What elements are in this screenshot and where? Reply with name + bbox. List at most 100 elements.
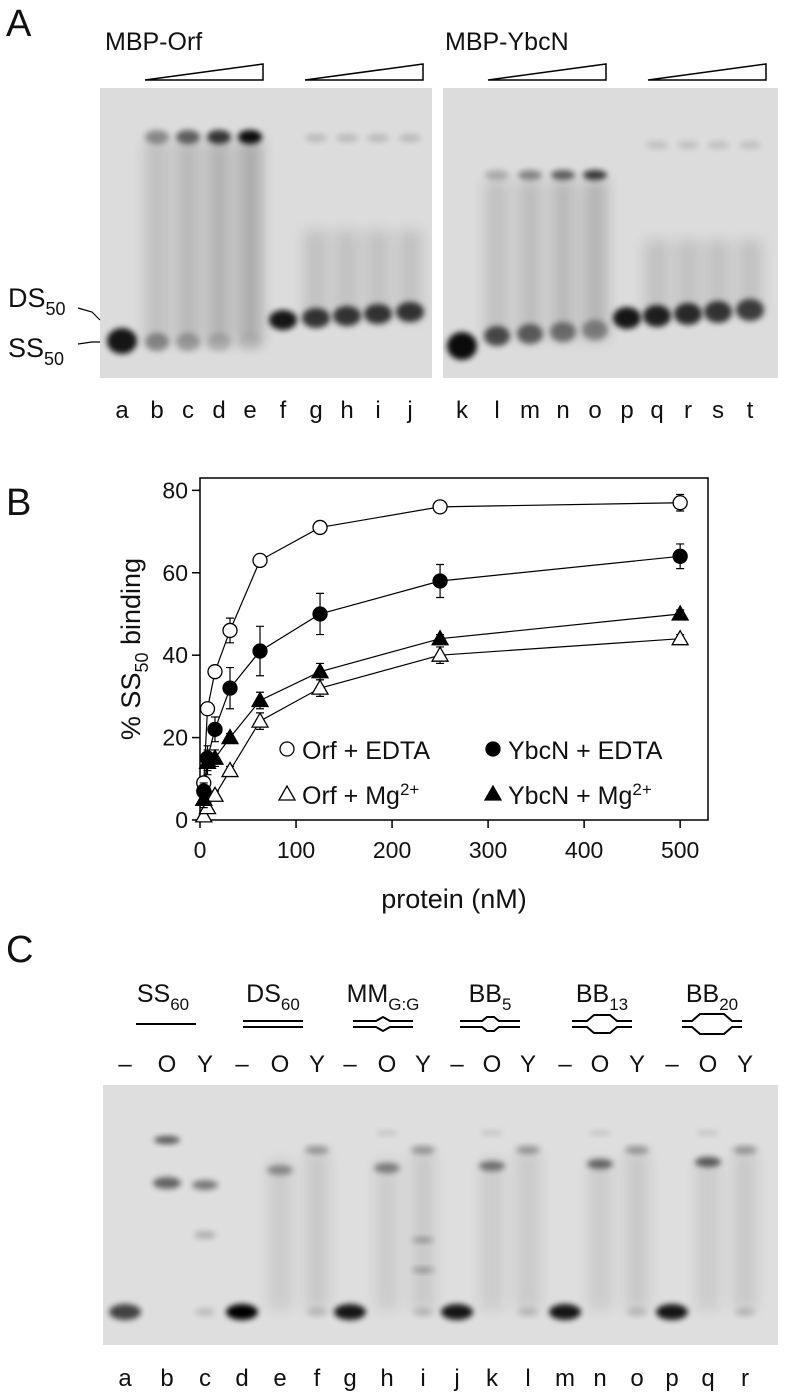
band (334, 1304, 366, 1320)
band (733, 1146, 757, 1154)
legend-name: YbcN + EDTA (508, 737, 663, 765)
wedges (144, 63, 767, 81)
column-header: DS60 (246, 980, 300, 1014)
duplex-symbols (136, 1013, 742, 1035)
band (582, 320, 608, 340)
marker-sub: 50 (44, 349, 64, 369)
legend-name: Orf + EDTA (302, 737, 430, 765)
point (430, 645, 450, 662)
band (107, 328, 137, 354)
panel-label: C (6, 929, 33, 971)
lane-label: r (741, 1365, 749, 1392)
marker-lines (77, 307, 101, 345)
gel (103, 1085, 778, 1345)
smear (207, 140, 231, 345)
band (305, 1146, 329, 1154)
lane-label: e (243, 397, 256, 424)
point (199, 701, 216, 717)
point (252, 643, 268, 659)
smear (335, 230, 359, 320)
smear (583, 180, 607, 340)
legend-marker (485, 741, 501, 757)
legend-label: Orf + Mg2+ (302, 780, 419, 810)
band (695, 1157, 721, 1167)
band (109, 1304, 141, 1320)
column-header-sub: G:G (388, 995, 419, 1014)
band (376, 1130, 398, 1136)
condition-label: O (483, 1051, 502, 1078)
band (479, 1161, 505, 1171)
column-header-sub: 5 (502, 995, 511, 1014)
lane-label: l (525, 1365, 530, 1392)
lane-label: j (406, 397, 412, 424)
band (587, 1159, 613, 1169)
lane-label: d (212, 397, 225, 424)
marker-text: DS (8, 283, 46, 313)
band (481, 1130, 503, 1136)
point (207, 721, 223, 737)
condition-label: Y (309, 1051, 325, 1078)
x-tick-label: 400 (565, 837, 603, 863)
point (194, 806, 213, 823)
point (222, 622, 238, 639)
band (207, 130, 231, 144)
point (312, 606, 328, 622)
band (656, 1304, 688, 1320)
condition-label: Y (197, 1051, 213, 1078)
smear (696, 1160, 720, 1310)
y-tick-label: 20 (162, 725, 188, 751)
lane-label: f (314, 1365, 321, 1392)
band (484, 326, 510, 346)
gel-bands: SS60 DS60 MMG:G BB5 BB13 BB20– O Y – O Y – O Y – O Y – O Y –… (109, 980, 757, 1392)
band (145, 130, 169, 144)
band (238, 130, 262, 144)
band (485, 170, 509, 180)
band (441, 1304, 473, 1320)
lane-label: s (712, 397, 724, 424)
panel-label: A (6, 3, 32, 45)
point (252, 552, 268, 569)
band (336, 134, 358, 142)
marker-text: SS (8, 333, 44, 363)
lane-label: k (456, 397, 469, 424)
smear (145, 140, 169, 345)
condition-label: Y (520, 1051, 536, 1078)
y-tick-label: 60 (162, 560, 188, 586)
band (517, 324, 543, 344)
x-tick-label: 300 (469, 837, 507, 863)
smear (625, 1150, 649, 1310)
smear (366, 230, 390, 320)
smear (518, 180, 542, 340)
lane-label: k (486, 1365, 499, 1392)
band (305, 134, 327, 142)
band (269, 310, 297, 330)
band (176, 130, 200, 144)
band (518, 1308, 538, 1316)
column-header: BB13 (576, 980, 628, 1014)
lane-label: h (380, 1365, 393, 1392)
column-header-sub: 60 (281, 995, 300, 1014)
gel-title: MBP-Orf (105, 28, 202, 56)
lane-label: i (420, 1365, 425, 1392)
lane-label: r (684, 397, 692, 424)
lane-label: q (650, 397, 663, 424)
band (518, 170, 542, 180)
lane-label: h (340, 397, 353, 424)
y-label-text: % SS (116, 673, 146, 741)
point (671, 629, 690, 646)
smear (645, 240, 669, 315)
column-header-text: BB (469, 980, 502, 1008)
condition-label: O (378, 1051, 397, 1078)
condition-label: Y (415, 1051, 431, 1078)
legend-sup: 2+ (632, 780, 651, 799)
point (220, 728, 240, 745)
band (646, 141, 668, 149)
lane-label: b (160, 1365, 173, 1392)
column-header-sub: 13 (609, 995, 628, 1014)
smear (268, 1160, 292, 1310)
legend-name: Orf + Mg (302, 782, 400, 810)
condition-label: – (558, 1051, 572, 1078)
smear (398, 230, 422, 320)
point (310, 678, 330, 695)
x-tick-label: 200 (373, 837, 411, 863)
